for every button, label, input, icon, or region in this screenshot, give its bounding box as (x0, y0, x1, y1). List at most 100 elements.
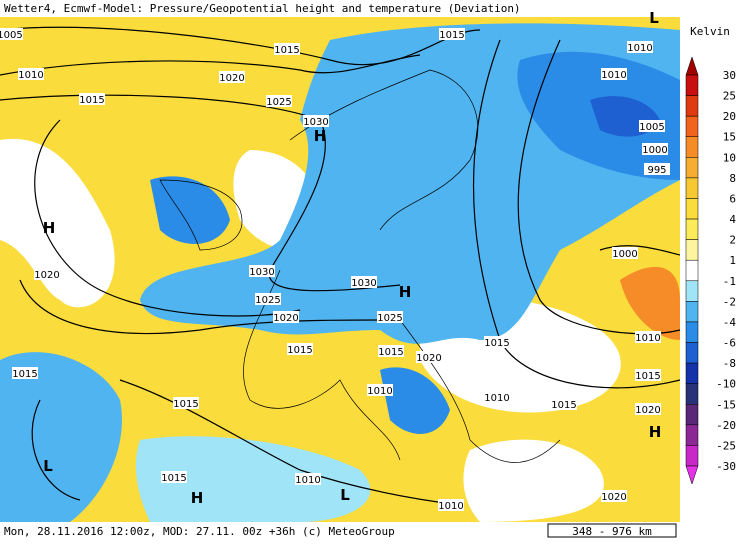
isobar-label: 1010 (18, 70, 43, 81)
legend-swatch (685, 177, 699, 199)
isobar-label: 1015 (484, 338, 509, 349)
map: 1005 1015 1010 1015 1010 1020 1010 1015 1025 1030… (0, 9, 681, 522)
isobar-label-bg (273, 311, 299, 323)
isobar-label: 1025 (266, 97, 291, 108)
legend-swatch (685, 198, 699, 220)
legend-swatch (685, 218, 699, 240)
isobar-label-bg (438, 499, 464, 511)
legend-label: 6 (729, 192, 736, 205)
isobar-label: 1015 (173, 399, 198, 410)
legend-arrow-bottom (685, 465, 699, 485)
isobar-label: 1010 (601, 70, 626, 81)
isobar-label: 1010 (635, 333, 660, 344)
legend-label: 4 (729, 213, 736, 226)
isobar-label-bg (642, 143, 668, 155)
isobar-label-bg (303, 115, 329, 127)
isobar-label-bg (18, 68, 44, 80)
neutral-area (0, 138, 115, 308)
isobar-label-bg (612, 247, 638, 259)
legend-swatch (685, 259, 699, 282)
legend-swatch (685, 136, 699, 158)
isobar-label: 1015 (439, 30, 464, 41)
isobar-label: 1020 (34, 270, 59, 281)
pressure-center: H (314, 127, 327, 145)
legend-label: -6 (723, 337, 736, 350)
legend-swatch (685, 115, 699, 137)
isobar-label-bg (627, 41, 653, 53)
legend-label: -4 (723, 316, 737, 329)
cold-area (380, 367, 450, 434)
isobar-label: 1020 (601, 492, 626, 503)
legend-swatch (685, 157, 699, 179)
legend-swatch (685, 74, 699, 96)
isobar-label: 1010 (438, 501, 463, 512)
legend-swatch (685, 383, 699, 405)
isobar-label-bg (484, 391, 510, 403)
legend-swatch (685, 239, 699, 261)
legend-label: -30 (716, 460, 736, 473)
footer-text: Mon, 28.11.2016 12:00z, MOD: 27.11. 00z … (4, 525, 395, 538)
legend-swatch (685, 424, 699, 446)
legend-label: 20 (723, 110, 736, 123)
legend-label: -15 (716, 398, 736, 411)
cold-area (0, 352, 122, 522)
isobar-label-bg (255, 293, 281, 305)
isobar-label-bg (295, 473, 321, 485)
isobar-label: 1015 (274, 45, 299, 56)
legend-label: -2 (723, 295, 736, 308)
cold-area (135, 436, 371, 522)
legend-swatch (685, 342, 699, 364)
legend-swatch (685, 280, 699, 302)
pressure-center: H (649, 423, 662, 441)
neutral-area (463, 439, 604, 522)
isobar-label-bg (378, 345, 404, 357)
pressure-center: L (649, 9, 659, 27)
isobar-label: 1015 (551, 400, 576, 411)
legend-label: -20 (716, 419, 736, 432)
isobar-label-bg (601, 68, 627, 80)
legend-label: 30 (723, 69, 736, 82)
cold-area (150, 176, 230, 244)
isobar-label: 1030 (249, 267, 274, 278)
isobar-label: 1005 (639, 122, 664, 133)
isobar-label-bg (439, 28, 465, 40)
isobar-label: 1020 (219, 73, 244, 84)
isobar-label-bg (635, 403, 661, 415)
isobar-label-bg (219, 71, 245, 83)
pressure-center: H (399, 283, 412, 301)
isobar-label-bg (249, 265, 275, 277)
isobar-label: 1015 (635, 371, 660, 382)
legend-swatch (685, 301, 699, 323)
isobar-label: 1010 (484, 393, 509, 404)
isobar-label: 1025 (255, 295, 280, 306)
isobar-label-bg (0, 28, 23, 40)
isobar-label: 995 (647, 165, 666, 176)
legend-swatch (685, 404, 699, 426)
isobar-label-bg (416, 351, 442, 363)
isobar-label-bg (161, 471, 187, 483)
isobar-label: 1020 (416, 353, 441, 364)
isobar-label: 1010 (295, 475, 320, 486)
legend-label: -8 (723, 357, 736, 370)
isobar-label: 1000 (612, 249, 637, 260)
legend-label: 8 (729, 172, 736, 185)
header-title: Wetter4, Ecmwf-Model: Pressure/Geopotent… (4, 2, 521, 15)
isobar-label-bg (173, 397, 199, 409)
isobar-label: 1015 (79, 95, 104, 106)
isobar-label: 1015 (287, 345, 312, 356)
isobar-label: 1010 (627, 43, 652, 54)
color-legend: Kelvin 30 25 20 15 10 8 6 4 2 1 -1 -2 -4 -6 -8 -10 -15 -2… (685, 25, 737, 485)
isobar-label: 1020 (635, 405, 660, 416)
legend-label: -1 (723, 275, 736, 288)
scale-text: 348 - 976 km (572, 525, 652, 538)
isobar-label-bg (274, 43, 300, 55)
isobar-label-bg (287, 343, 313, 355)
isobar-label-bg (79, 93, 105, 105)
isobar-label-bg (12, 367, 38, 379)
legend-swatch (685, 95, 699, 117)
legend-swatch (685, 321, 699, 343)
isobar-label-bg (351, 276, 377, 288)
isobar-label-bg (635, 369, 661, 381)
pressure-center: H (191, 489, 204, 507)
